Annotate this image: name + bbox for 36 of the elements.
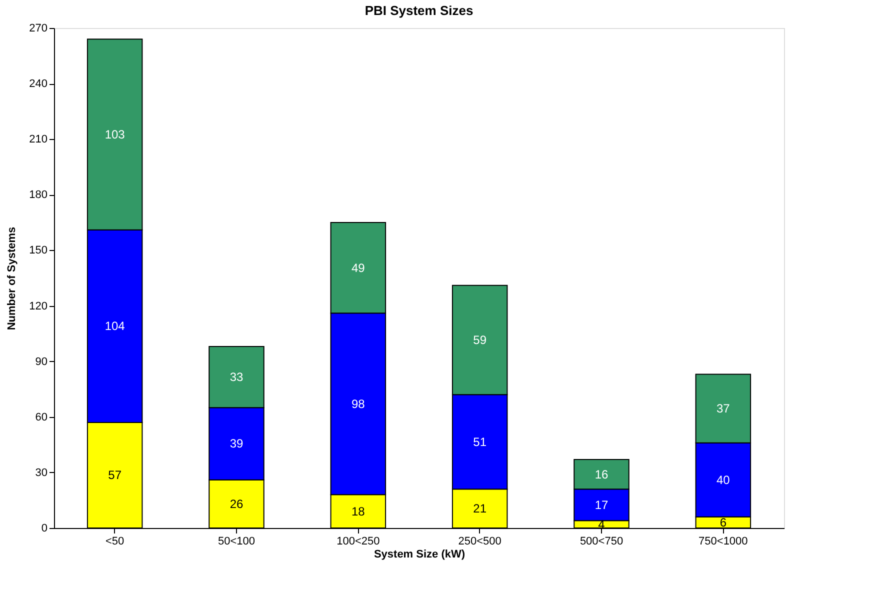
data-label: 21 [473, 502, 487, 516]
data-label: 104 [104, 319, 126, 334]
x-tick-label: 50<100 [218, 536, 256, 548]
data-label: 40 [716, 472, 730, 487]
data-label: 6 [720, 515, 727, 530]
data-label: 18 [351, 504, 366, 518]
chart-title: PBI System Sizes [364, 3, 474, 18]
data-label: 103 [104, 127, 126, 142]
data-label: 49 [351, 260, 366, 275]
y-tick-label: 60 [35, 411, 48, 424]
y-tick-label: 270 [29, 22, 48, 34]
data-label: 98 [351, 396, 366, 411]
x-axis-title: System Size (kW) [374, 548, 466, 560]
y-tick-label: 210 [29, 134, 48, 146]
y-tick-label: 0 [41, 522, 48, 534]
y-tick-label: 150 [29, 244, 48, 257]
x-tick-label: 250<500 [458, 536, 502, 548]
y-tick-label: 240 [29, 78, 48, 90]
x-tick-label: 500<750 [580, 536, 624, 548]
y-tick-label: 180 [29, 189, 48, 202]
y-tick-label: 30 [35, 466, 48, 479]
x-tick-label: <50 [105, 536, 124, 548]
data-label: 57 [108, 468, 122, 482]
data-label: 37 [716, 402, 730, 416]
data-label: 39 [230, 436, 244, 451]
data-label: 59 [473, 333, 487, 348]
data-label: 16 [594, 467, 608, 482]
y-tick-label: 90 [35, 356, 48, 368]
data-label: 17 [594, 498, 608, 512]
x-tick-label: 750<1000 [698, 536, 748, 548]
x-tick-label: 100<250 [336, 536, 380, 548]
data-label: 26 [230, 496, 244, 511]
y-axis-title: Number of Systems [6, 226, 18, 330]
data-label: 51 [473, 434, 487, 449]
y-tick-label: 120 [29, 300, 48, 312]
data-label: 33 [230, 370, 244, 384]
